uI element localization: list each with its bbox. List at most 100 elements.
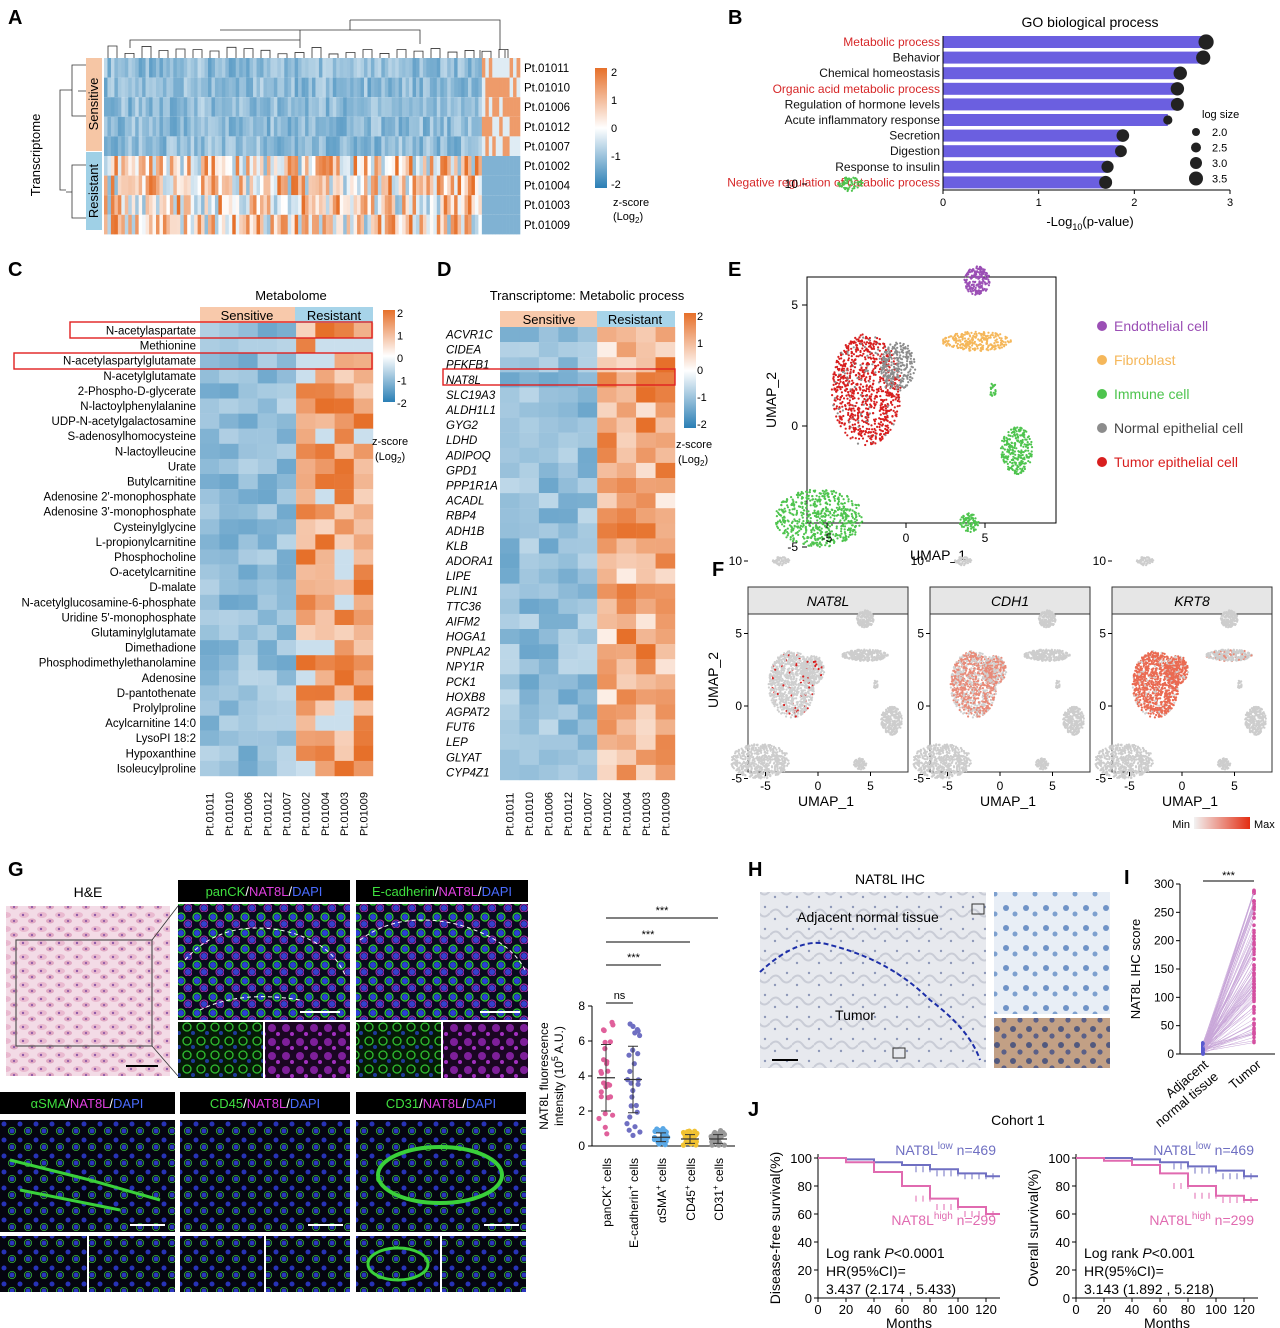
- e-umap-point: [786, 506, 790, 509]
- c-col-label: Pt.01004: [320, 792, 332, 836]
- a-heatmap-cell: [180, 97, 185, 117]
- e-umap-point: [960, 332, 964, 336]
- a-heatmap-cell: [447, 136, 451, 156]
- e-umap-point: [779, 514, 782, 517]
- d-heatmap-cell: [500, 749, 520, 766]
- a-heatmap-cell: [173, 77, 178, 98]
- d-heatmap-cell: [519, 493, 540, 509]
- d-heatmap-cell: [558, 387, 578, 403]
- e-umap-point: [967, 521, 970, 524]
- a-heatmap-cell: [145, 195, 150, 215]
- a-heatmap-cell: [336, 77, 341, 98]
- a-heatmap-cell: [350, 58, 354, 78]
- a-heatmap-cell: [419, 195, 424, 215]
- a-heatmap-cell: [398, 77, 403, 98]
- d-gene-label: RBP4: [446, 511, 476, 523]
- a-heatmap-cell: [149, 156, 153, 176]
- e-umap-point: [830, 523, 834, 527]
- e-umap-point: [1014, 469, 1017, 472]
- d-heatmap-cell: [597, 583, 617, 599]
- c-heatmap-cell: [334, 609, 354, 626]
- a-heatmap-cell: [239, 195, 243, 215]
- a-heatmap-cell: [374, 58, 379, 78]
- e-umap-point: [1000, 346, 1004, 349]
- a-heatmap-cell: [509, 195, 514, 215]
- e-umap-point: [867, 407, 870, 411]
- c-heatmap-cell: [219, 730, 239, 746]
- d-heatmap-cell: [577, 523, 598, 539]
- e-umap-point: [851, 415, 854, 418]
- e-umap-point: [980, 337, 983, 340]
- d-heatmap-cell: [500, 508, 520, 524]
- a-heatmap-cell: [315, 195, 320, 215]
- a-heatmap-cell: [426, 156, 431, 176]
- a-heatmap-cell: [277, 97, 282, 117]
- e-umap-point: [811, 495, 814, 498]
- a-heatmap-cell: [312, 214, 316, 235]
- a-heatmap-cell: [360, 77, 365, 98]
- d-gene-label: PCK1: [446, 677, 476, 689]
- e-umap-point: [972, 269, 975, 272]
- e-umap-point: [845, 352, 848, 355]
- a-heatmap-cell: [232, 116, 237, 137]
- a-heatmap-cell: [117, 156, 122, 176]
- a-heatmap-cell: [266, 175, 271, 196]
- d-heatmap-cell: [500, 432, 520, 448]
- d-heatmap-cell: [558, 478, 578, 494]
- a-heatmap-cell: [422, 97, 427, 117]
- d-gene-label: PPP1R1A: [446, 481, 498, 493]
- e-umap-point: [1028, 437, 1031, 441]
- c-heatmap-cell: [238, 760, 258, 777]
- d-heatmap-cell: [500, 689, 520, 705]
- a-heatmap-cell: [169, 195, 174, 215]
- a-heatmap-cell: [180, 156, 185, 176]
- e-umap-point: [879, 366, 883, 369]
- e-umap-point: [983, 333, 986, 336]
- d-heatmap-cell: [558, 704, 578, 720]
- a-heatmap-cell: [360, 116, 365, 137]
- e-umap-point: [849, 508, 852, 511]
- e-umap-point: [791, 513, 794, 516]
- e-umap-point: [846, 402, 849, 405]
- a-heatmap-cell: [194, 77, 198, 98]
- a-heatmap-cell: [135, 58, 139, 78]
- a-heatmap-cell: [485, 156, 490, 176]
- e-umap-point: [967, 519, 970, 523]
- c-heatmap-cell: [257, 564, 278, 580]
- a-heatmap-cell: [468, 136, 472, 156]
- a-heatmap-cell: [443, 116, 448, 137]
- d-heatmap-cell: [577, 689, 598, 705]
- c-heatmap-cell: [200, 625, 220, 641]
- a-heatmap-cell: [312, 97, 316, 117]
- a-heatmap-cell: [176, 195, 181, 215]
- c-heatmap-cell: [257, 383, 278, 399]
- d-heatmap-cell: [519, 629, 540, 645]
- a-heatmap-cell: [211, 195, 216, 215]
- c-metabolite-label: N-acetylglucosamine-6-phosphate: [21, 597, 196, 609]
- e-umap-point: [908, 378, 911, 381]
- e-umap-point: [884, 385, 887, 389]
- e-umap-point: [1000, 342, 1003, 346]
- a-heatmap-cell: [180, 214, 185, 235]
- d-heatmap-cell: [636, 538, 656, 554]
- a-heatmap-cell: [402, 214, 406, 235]
- a-heatmap-cell: [454, 116, 458, 137]
- e-umap-point: [855, 348, 858, 352]
- a-heatmap-cell: [440, 97, 445, 117]
- a-heatmap-cell: [409, 136, 413, 156]
- e-umap-point: [865, 427, 869, 430]
- a-heatmap-cell: [246, 195, 250, 215]
- e-umap-point: [896, 362, 899, 365]
- e-umap-point: [993, 384, 996, 387]
- a-heatmap-cell: [149, 214, 153, 235]
- c-heatmap-cell: [200, 458, 220, 475]
- a-heatmap-cell: [329, 58, 334, 78]
- e-umap-point: [956, 346, 959, 349]
- a-heatmap-cell: [280, 214, 285, 235]
- a-heatmap-cell: [104, 214, 108, 235]
- a-heatmap-cell: [221, 195, 226, 215]
- e-umap-point: [801, 525, 804, 528]
- e-umap-point: [1002, 459, 1005, 463]
- panel-letter-g: G: [8, 859, 24, 881]
- d-heatmap-cell: [655, 689, 676, 705]
